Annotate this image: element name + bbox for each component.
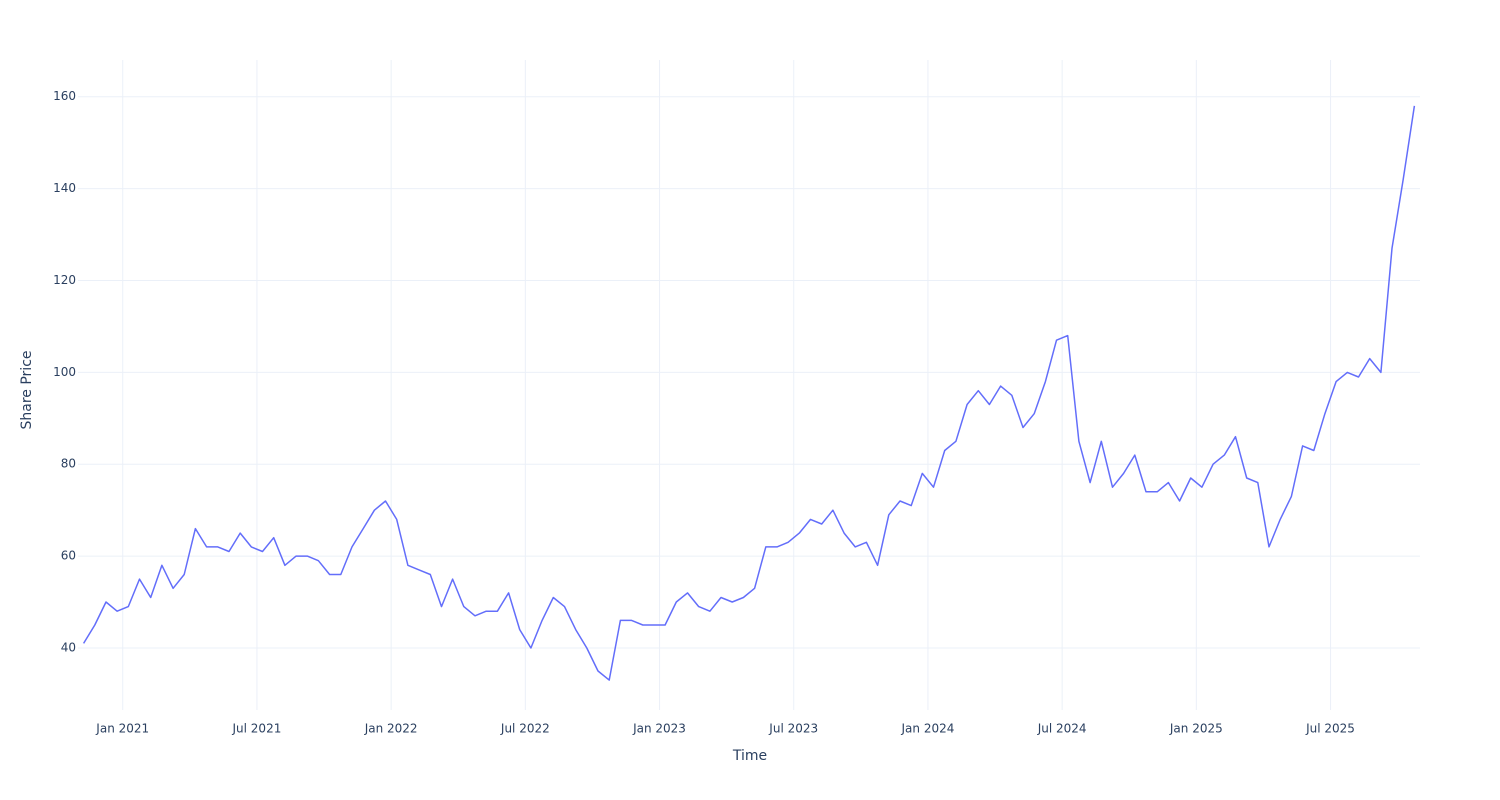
x-tick-label: Jul 2025 bbox=[1305, 722, 1355, 736]
y-axis-title: Share Price bbox=[19, 350, 35, 429]
y-tick-label: 140 bbox=[53, 181, 76, 195]
y-tick-label: 60 bbox=[61, 549, 76, 563]
line bbox=[82, 105, 1416, 681]
x-tick-label: Jul 2023 bbox=[768, 722, 818, 736]
x-tick-label: Jan 2022 bbox=[364, 722, 418, 736]
x-tick-label: Jan 2024 bbox=[901, 722, 955, 736]
y-tick-label: 100 bbox=[53, 365, 76, 379]
x-tick-label: Jul 2022 bbox=[500, 722, 550, 736]
x-tick-label: Jul 2021 bbox=[232, 722, 282, 736]
y-tick-label: 160 bbox=[53, 89, 76, 103]
x-tick-label: Jul 2024 bbox=[1037, 722, 1087, 736]
y-tick-label: 120 bbox=[53, 273, 76, 287]
y-tick-label: 80 bbox=[61, 457, 76, 471]
x-tick-label: Jan 2021 bbox=[95, 722, 149, 736]
x-tick-label: Jan 2025 bbox=[1169, 722, 1223, 736]
x-axis-title: Time bbox=[732, 748, 767, 764]
x-tick-label: Jan 2023 bbox=[632, 722, 686, 736]
y-tick-label: 40 bbox=[61, 640, 76, 654]
